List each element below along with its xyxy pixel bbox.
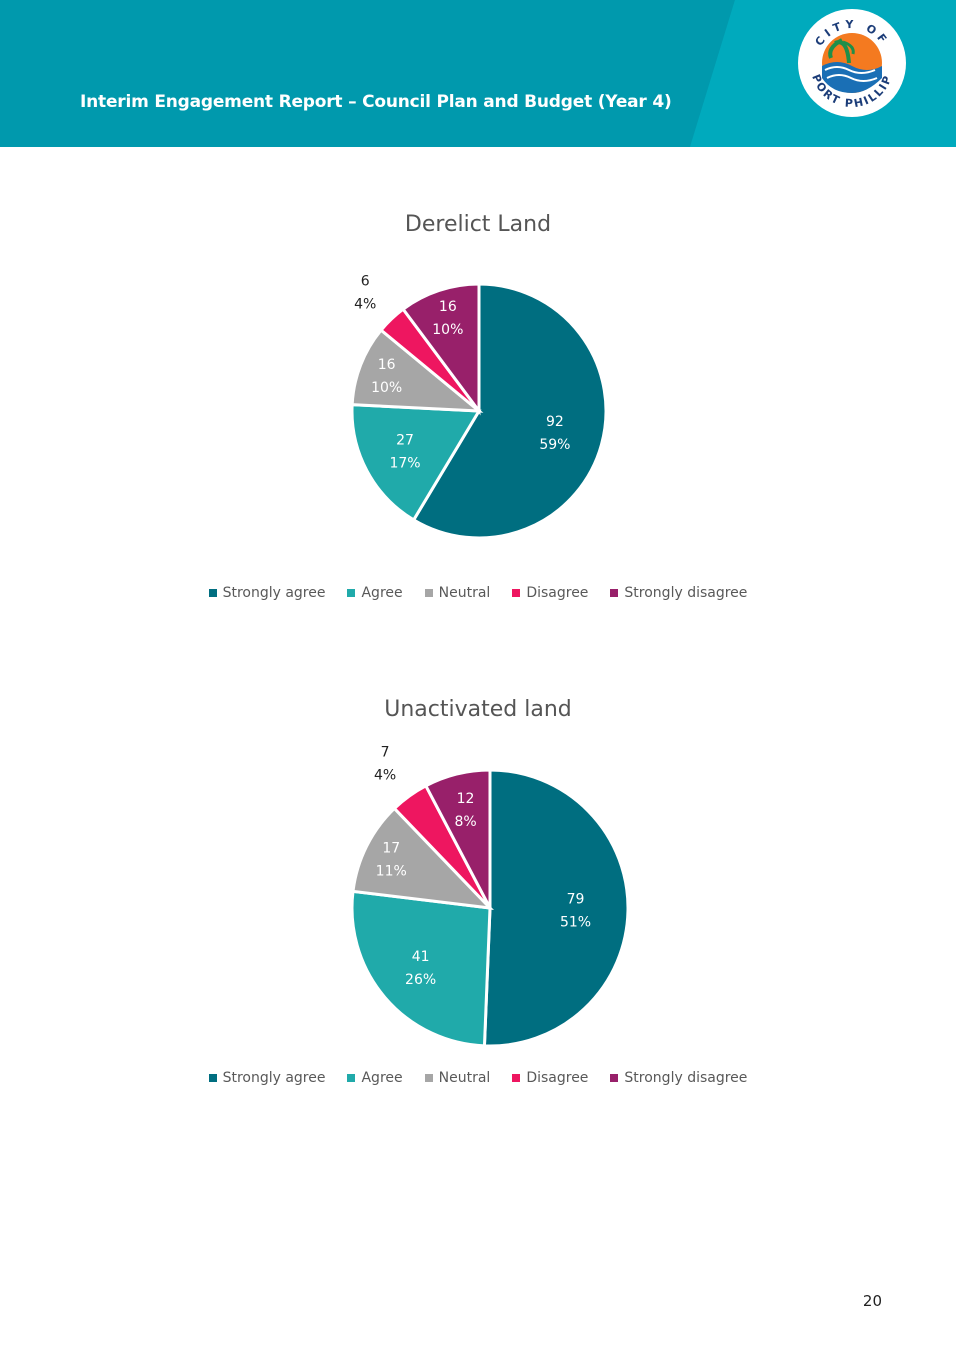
legend-item-strongly-disagree: Strongly disagree [610,1070,747,1086]
legend-label-neutral: Neutral [438,1070,491,1086]
chart-title-unactivated-land: Unactivated land [384,697,572,722]
legend-label-agree: Agree [361,1070,403,1086]
pie-slice-agree [350,403,482,522]
pie-slice-strongly-disagree [423,768,492,909]
pie-slice-strongly-agree [411,282,608,540]
legend-item-strongly-disagree: Strongly disagree [610,585,747,601]
legend-item-strongly-agree: Strongly agree [208,1070,326,1086]
legend-item-agree: Agree [347,585,403,601]
data-label-strongly-disagree: 16 10% [432,299,463,338]
legend-swatch-agree [347,589,356,597]
legend-label-strongly-agree: Strongly agree [222,585,326,601]
legend-swatch-disagree [512,589,521,597]
data-label-agree: 27 17% [389,432,420,471]
pie-slice-strongly-disagree [401,282,481,416]
legend-item-neutral: Neutral [424,585,491,601]
legend-label-neutral: Neutral [438,585,491,601]
data-label-agree: 41 26% [405,949,436,988]
legend-unactivated-land: Strongly agree Agree Neutral Disagree Strong… [0,1070,956,1086]
legend-item-disagree: Disagree [512,585,588,601]
legend-swatch-disagree [512,1074,521,1082]
data-label-disagree: 6 4% [354,273,376,312]
legend-item-disagree: Disagree [512,1070,588,1086]
data-label-strongly-disagree: 12 8% [454,791,476,830]
pie-slice-neutral [350,328,484,413]
data-label-neutral: 16 10% [371,357,402,396]
legend-item-agree: Agree [347,1070,403,1086]
legend-swatch-neutral [424,589,433,597]
pie-slice-neutral [351,806,494,910]
legend-label-strongly-agree: Strongly agree [222,1070,326,1086]
pie-slice-agree [350,889,492,1048]
legend-item-neutral: Neutral [424,1070,491,1086]
data-label-neutral: 17 11% [376,841,407,880]
pie-chart-derelict-land: 92 59% 27 17% 16 10% 6 4% 16 10% [350,273,608,540]
header-banner: Interim Engagement Report – Council Plan… [0,0,956,147]
legend-derelict-land: Strongly agree Agree Neutral Disagree Strong… [0,585,956,601]
legend-label-disagree: Disagree [526,585,589,601]
legend-swatch-strongly-disagree [610,1074,619,1082]
legend-label-disagree: Disagree [526,1070,589,1086]
report-title: Interim Engagement Report – Council Plan… [80,92,672,112]
page-number: 20 [862,1292,882,1310]
data-label-strongly-agree: 79 51% [560,892,591,931]
legend-label-agree: Agree [361,585,403,601]
pie-chart-unactivated-land: 79 51% 41 26% 17 11% 7 4% 12 8% [350,744,630,1048]
legend-label-strongly-disagree: Strongly disagree [624,1070,748,1086]
data-label-disagree: 7 4% [374,744,396,783]
legend-item-strongly-agree: Strongly agree [208,585,326,601]
legend-swatch-agree [347,1074,356,1082]
city-of-port-phillip-logo: CITY OF PORT PHILLIP [797,8,907,118]
legend-swatch-strongly-agree [208,1074,217,1082]
legend-swatch-strongly-disagree [610,589,619,597]
pie-slice-strongly-agree [482,768,630,1048]
legend-label-strongly-disagree: Strongly disagree [624,585,748,601]
legend-swatch-neutral [424,1074,433,1082]
legend-swatch-strongly-agree [208,589,217,597]
data-label-strongly-agree: 92 59% [539,414,570,453]
chart-title-derelict-land: Derelict Land [404,212,552,237]
